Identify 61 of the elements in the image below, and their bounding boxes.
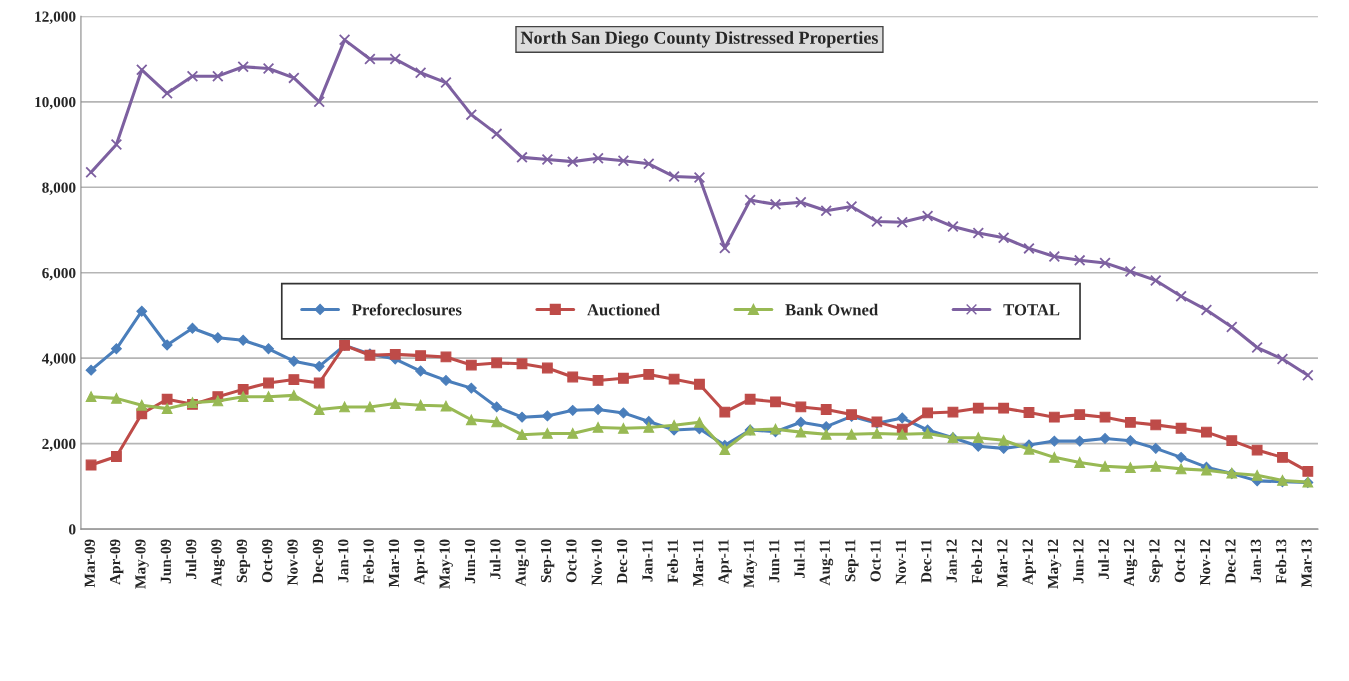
y-tick-label: 0 bbox=[69, 524, 76, 535]
x-tick-label: Sep-11 bbox=[845, 539, 859, 582]
x-tick-label: May-11 bbox=[743, 539, 758, 588]
x-tick-label: Jul-11 bbox=[793, 539, 805, 579]
x-tick-label: Jun-11 bbox=[769, 539, 780, 583]
x-tick-label: May-12 bbox=[1047, 539, 1062, 589]
x-tick-label: Apr-11 bbox=[718, 539, 732, 584]
x-tick-label: Jan-10 bbox=[338, 539, 349, 583]
x-tick-label: Mar-09 bbox=[84, 539, 95, 588]
x-tick-label: Aug-09 bbox=[211, 539, 225, 587]
legend-label: Auctioned bbox=[587, 303, 660, 316]
x-tick-label: Jun-12 bbox=[1073, 539, 1084, 584]
x-tick-label: Nov-12 bbox=[1199, 539, 1211, 586]
x-tick-label: Oct-10 bbox=[566, 539, 577, 583]
x-tick-label: Sep-10 bbox=[540, 539, 555, 583]
y-tick-label: 2,000 bbox=[42, 438, 76, 452]
x-tick-label: Apr-10 bbox=[414, 539, 428, 585]
x-tick-label: Mar-12 bbox=[997, 539, 1008, 588]
x-tick-label: Dec-12 bbox=[1225, 539, 1236, 584]
x-tick-label: Sep-09 bbox=[236, 539, 251, 583]
x-tick-label: Oct-09 bbox=[262, 539, 273, 583]
legend-label: Bank Owned bbox=[785, 303, 879, 316]
x-tick-label: Jul-09 bbox=[185, 539, 197, 579]
y-tick-label: 6,000 bbox=[42, 267, 76, 281]
x-tick-label: Oct-11 bbox=[870, 539, 881, 582]
x-tick-label: Aug-12 bbox=[1123, 539, 1138, 587]
x-tick-label: May-09 bbox=[135, 539, 149, 589]
x-tick-label: Dec-11 bbox=[921, 539, 932, 583]
x-tick-label: Jul-12 bbox=[1098, 539, 1109, 579]
x-tick-label: Aug-10 bbox=[515, 539, 529, 587]
x-tick-label: Nov-10 bbox=[591, 539, 602, 586]
x-tick-label: Feb-10 bbox=[362, 539, 374, 584]
x-tick-label: Sep-12 bbox=[1149, 539, 1163, 583]
x-tick-label: May-10 bbox=[439, 539, 453, 589]
x-tick-label: Jan-11 bbox=[642, 539, 653, 582]
x-tick-label: Jan-13 bbox=[1250, 539, 1261, 583]
x-tick-label: Nov-11 bbox=[895, 539, 907, 585]
x-tick-label: Dec-09 bbox=[312, 539, 324, 584]
x-tick-label: Mar-11 bbox=[693, 539, 704, 587]
legend-label: TOTAL bbox=[1003, 304, 1060, 316]
y-tick-label: 10,000 bbox=[35, 96, 76, 110]
y-tick-label: 8,000 bbox=[42, 182, 76, 195]
x-tick-label: Feb-12 bbox=[971, 539, 983, 584]
x-tick-label: Feb-11 bbox=[667, 539, 678, 583]
x-tick-label: Jun-09 bbox=[160, 539, 171, 584]
text: North San Diego County Distressed Properties bbox=[520, 31, 878, 48]
x-tick-label: Jun-10 bbox=[464, 539, 476, 584]
x-tick-label: Jul-10 bbox=[489, 539, 501, 579]
x-tick-label: Oct-12 bbox=[1174, 539, 1185, 583]
x-tick-label: Mar-13 bbox=[1301, 539, 1312, 588]
x-tick-label: Aug-11 bbox=[819, 539, 834, 586]
x-tick-label: Mar-10 bbox=[388, 539, 400, 588]
x-tick-label: Nov-09 bbox=[287, 539, 298, 586]
y-tick-label: 4,000 bbox=[41, 353, 76, 366]
x-tick-label: Jan-12 bbox=[946, 539, 957, 583]
x-tick-label: Dec-10 bbox=[616, 539, 628, 584]
legend-label: Preforeclosures bbox=[352, 303, 462, 316]
x-tick-label: Feb-13 bbox=[1275, 539, 1287, 584]
x-tick-label: Apr-09 bbox=[109, 539, 124, 585]
x-tick-label: Apr-12 bbox=[1022, 539, 1036, 585]
y-tick-label: 12,000 bbox=[35, 11, 76, 25]
